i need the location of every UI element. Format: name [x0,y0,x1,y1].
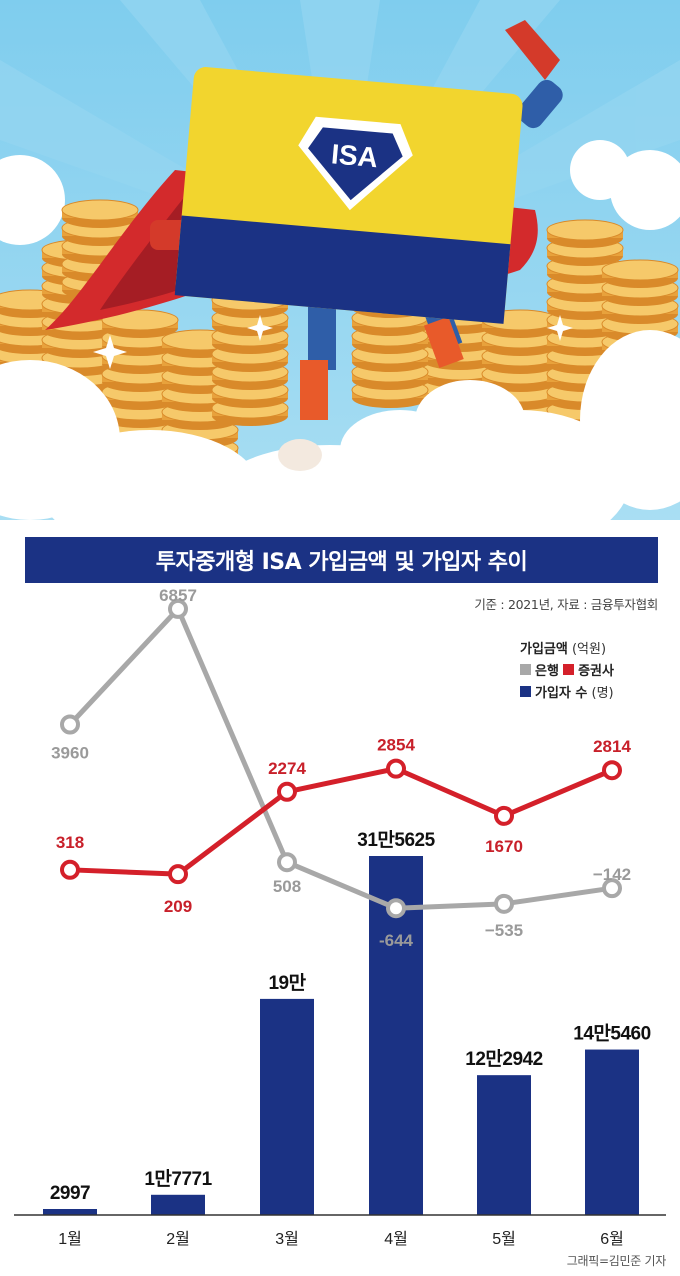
subscriber-bar-label: 1만7771 [144,1168,212,1190]
subscriber-bar-label: 31만5625 [357,829,435,851]
securities-point-label: 2814 [593,737,631,756]
bank-point [277,852,297,873]
securities-point [602,760,622,781]
securities-point-label: 318 [56,833,84,852]
subscriber-bar-label: 12만2942 [465,1048,542,1070]
bank-point-label: −142 [593,865,631,884]
bank-line [68,606,613,911]
legend-securities-swatch [563,663,575,675]
bank-point-label: -644 [379,931,414,950]
x-tick-label: 1월 [58,1230,82,1248]
subscriber-bar [477,1075,531,1215]
securities-point-label: 2274 [268,759,306,778]
subscriber-bar [260,998,314,1215]
subscriber-bar-label: 14만5460 [573,1023,650,1045]
x-tick-label: 2월 [166,1230,190,1248]
legend-bank-label: 은행 [535,663,559,679]
securities-point [277,781,297,802]
coin-stack [101,309,179,500]
bank-point [386,898,406,919]
bank-point [168,598,188,619]
bank-point [602,878,622,899]
x-tick-label: 6월 [600,1230,624,1248]
chart-title-bar: 투자중개형 ISA 가입금액 및 가입자 추이 [25,537,658,583]
subscriber-bar-label: 2997 [50,1183,90,1204]
legend-subscribers-swatch [520,685,531,697]
legend-subscribers-unit: (명) [591,685,614,701]
securities-point-label: 1670 [485,837,523,856]
securities-point [168,864,188,885]
securities-point [494,805,514,826]
x-tick-label: 5월 [492,1230,516,1248]
subscriber-bar-label: 19만 [268,972,306,994]
bank-point [494,893,514,914]
subscriber-bar [151,1194,205,1215]
legend-subscribers-label: 가입자 수 [535,685,588,701]
bank-point-label: 6857 [159,586,197,605]
securities-line [69,766,613,877]
legend-amount-title: 가입금액 (억원) [520,641,607,657]
bank-point-label: 508 [273,877,301,896]
subscriber-bar [43,1209,97,1215]
legend: 가입금액 (억원) 은행 증권사 가입자 수 (명) [520,636,614,702]
source-note: 기준 : 2021년, 자료 : 금융투자협회 [474,597,658,612]
securities-point-label: 209 [164,897,192,916]
chart-title: 투자중개형 ISA 가입금액 및 가입자 추이 [155,550,528,575]
legend-bank-swatch [520,663,531,675]
securities-point [60,859,80,880]
x-axis: 1월 2월 3월 4월 5월 6월 [14,1214,666,1248]
isa-card-text: ISA [330,138,379,173]
bank-point-label: −535 [485,921,523,940]
securities-point-label: 2854 [377,736,415,755]
x-tick-label: 4월 [384,1230,408,1248]
legend-bar-item: 가입자 수 (명) [520,680,614,702]
data-labels: 2997 1만7771 19만 31만5625 12만2942 14만5460 3960 68… [50,586,651,1204]
securities-point [386,758,406,779]
x-tick-label: 3월 [275,1230,299,1248]
graphic-credit: 그래픽=김민준 기자 [566,1254,667,1268]
line-series [60,598,622,919]
legend-line-items: 은행 증권사 [520,658,614,680]
subscriber-bar [585,1049,639,1215]
isa-superhero-illustration: ISA [0,0,680,520]
bar-series [43,856,639,1215]
legend-securities-label: 증권사 [578,663,614,679]
bank-point-label: 3960 [51,743,89,762]
bank-point [60,714,80,735]
